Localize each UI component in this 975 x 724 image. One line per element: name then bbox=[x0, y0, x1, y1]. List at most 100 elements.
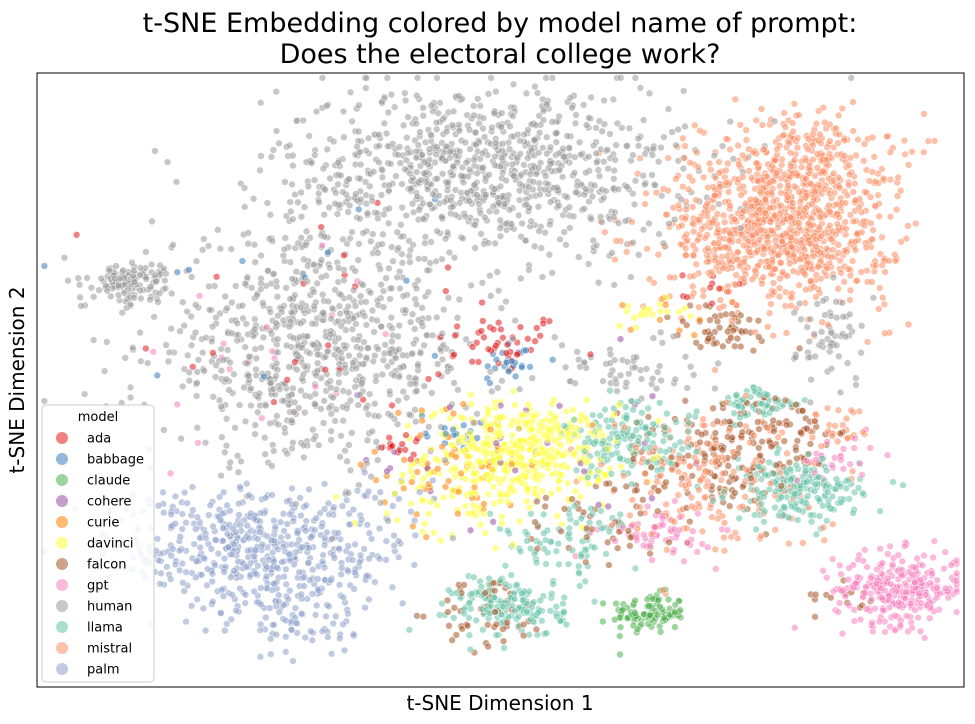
point-mistral bbox=[711, 545, 719, 553]
point-davinci bbox=[436, 536, 445, 545]
point-human bbox=[359, 229, 367, 237]
point-llama bbox=[622, 403, 630, 411]
point-palm bbox=[212, 536, 220, 544]
point-davinci bbox=[595, 427, 604, 435]
point-human bbox=[541, 229, 549, 237]
point-human bbox=[604, 164, 612, 173]
point-gpt bbox=[920, 634, 929, 642]
point-human bbox=[651, 181, 659, 189]
point-human bbox=[287, 207, 295, 216]
point-mistral bbox=[920, 110, 928, 118]
point-human bbox=[200, 367, 208, 375]
point-mistral bbox=[834, 241, 843, 249]
point-llama bbox=[604, 423, 613, 431]
point-human bbox=[394, 151, 402, 159]
point-falcon bbox=[727, 334, 735, 342]
point-human bbox=[250, 241, 259, 249]
point-human bbox=[420, 255, 429, 263]
point-human bbox=[473, 410, 481, 418]
point-human bbox=[378, 173, 387, 182]
point-llama bbox=[763, 391, 772, 399]
point-human bbox=[679, 87, 688, 95]
point-palm bbox=[209, 597, 217, 606]
point-mistral bbox=[890, 251, 899, 259]
point-palm bbox=[319, 551, 327, 559]
point-gpt bbox=[381, 330, 390, 338]
point-human bbox=[826, 342, 835, 350]
point-ada bbox=[715, 284, 723, 293]
point-human bbox=[248, 284, 256, 292]
point-mistral bbox=[795, 111, 803, 119]
point-human bbox=[689, 371, 698, 379]
point-falcon bbox=[499, 625, 507, 633]
point-human bbox=[317, 405, 325, 413]
point-gpt bbox=[944, 594, 953, 602]
point-palm bbox=[313, 601, 321, 610]
point-gpt bbox=[881, 628, 889, 636]
point-human bbox=[161, 284, 170, 292]
point-human bbox=[351, 383, 359, 391]
point-human bbox=[252, 371, 260, 379]
point-human bbox=[556, 235, 564, 244]
point-human bbox=[379, 230, 387, 239]
point-human bbox=[326, 264, 334, 272]
point-llama bbox=[730, 409, 738, 417]
point-palm bbox=[171, 492, 180, 501]
point-mistral bbox=[784, 193, 792, 202]
point-llama bbox=[577, 552, 585, 561]
point-davinci bbox=[516, 436, 524, 445]
point-falcon bbox=[755, 444, 763, 452]
point-davinci bbox=[489, 483, 498, 491]
point-human bbox=[471, 244, 479, 252]
point-human bbox=[585, 114, 593, 122]
point-human bbox=[487, 292, 495, 300]
point-mistral bbox=[654, 251, 662, 259]
point-human bbox=[582, 169, 590, 177]
point-human bbox=[498, 109, 506, 117]
point-human bbox=[192, 392, 201, 400]
point-human bbox=[634, 142, 643, 150]
point-human bbox=[89, 336, 98, 344]
point-human bbox=[87, 284, 96, 292]
point-llama bbox=[629, 432, 637, 440]
point-palm bbox=[183, 499, 191, 507]
point-palm bbox=[338, 564, 346, 572]
point-human bbox=[805, 337, 813, 346]
point-ada bbox=[291, 358, 299, 366]
point-davinci bbox=[547, 489, 556, 498]
point-gpt bbox=[648, 556, 656, 564]
point-mistral bbox=[853, 277, 861, 285]
point-ada bbox=[474, 358, 483, 366]
point-human bbox=[75, 281, 84, 289]
point-davinci bbox=[467, 400, 475, 408]
point-llama bbox=[692, 448, 701, 456]
point-human bbox=[148, 217, 156, 226]
point-falcon bbox=[646, 549, 654, 558]
point-human bbox=[280, 245, 289, 254]
point-human bbox=[413, 91, 421, 100]
point-ada bbox=[72, 231, 81, 239]
point-gpt bbox=[871, 604, 879, 613]
point-mistral bbox=[672, 175, 680, 183]
point-human bbox=[657, 143, 665, 152]
point-human bbox=[83, 274, 91, 282]
point-mistral bbox=[732, 271, 740, 279]
point-human bbox=[531, 82, 539, 91]
point-gpt bbox=[318, 241, 326, 250]
point-human bbox=[420, 382, 428, 390]
point-gpt bbox=[640, 530, 648, 539]
point-human bbox=[194, 356, 203, 364]
point-palm bbox=[286, 556, 294, 565]
point-palm bbox=[267, 635, 275, 643]
point-human bbox=[611, 156, 619, 164]
point-human bbox=[592, 124, 600, 132]
point-palm bbox=[182, 568, 190, 576]
point-human bbox=[515, 385, 524, 393]
point-human bbox=[146, 283, 155, 291]
point-human bbox=[523, 154, 532, 162]
point-human bbox=[154, 298, 162, 306]
point-human bbox=[312, 107, 321, 116]
point-human bbox=[394, 396, 402, 405]
point-mistral bbox=[795, 219, 803, 227]
point-mistral bbox=[787, 162, 795, 170]
